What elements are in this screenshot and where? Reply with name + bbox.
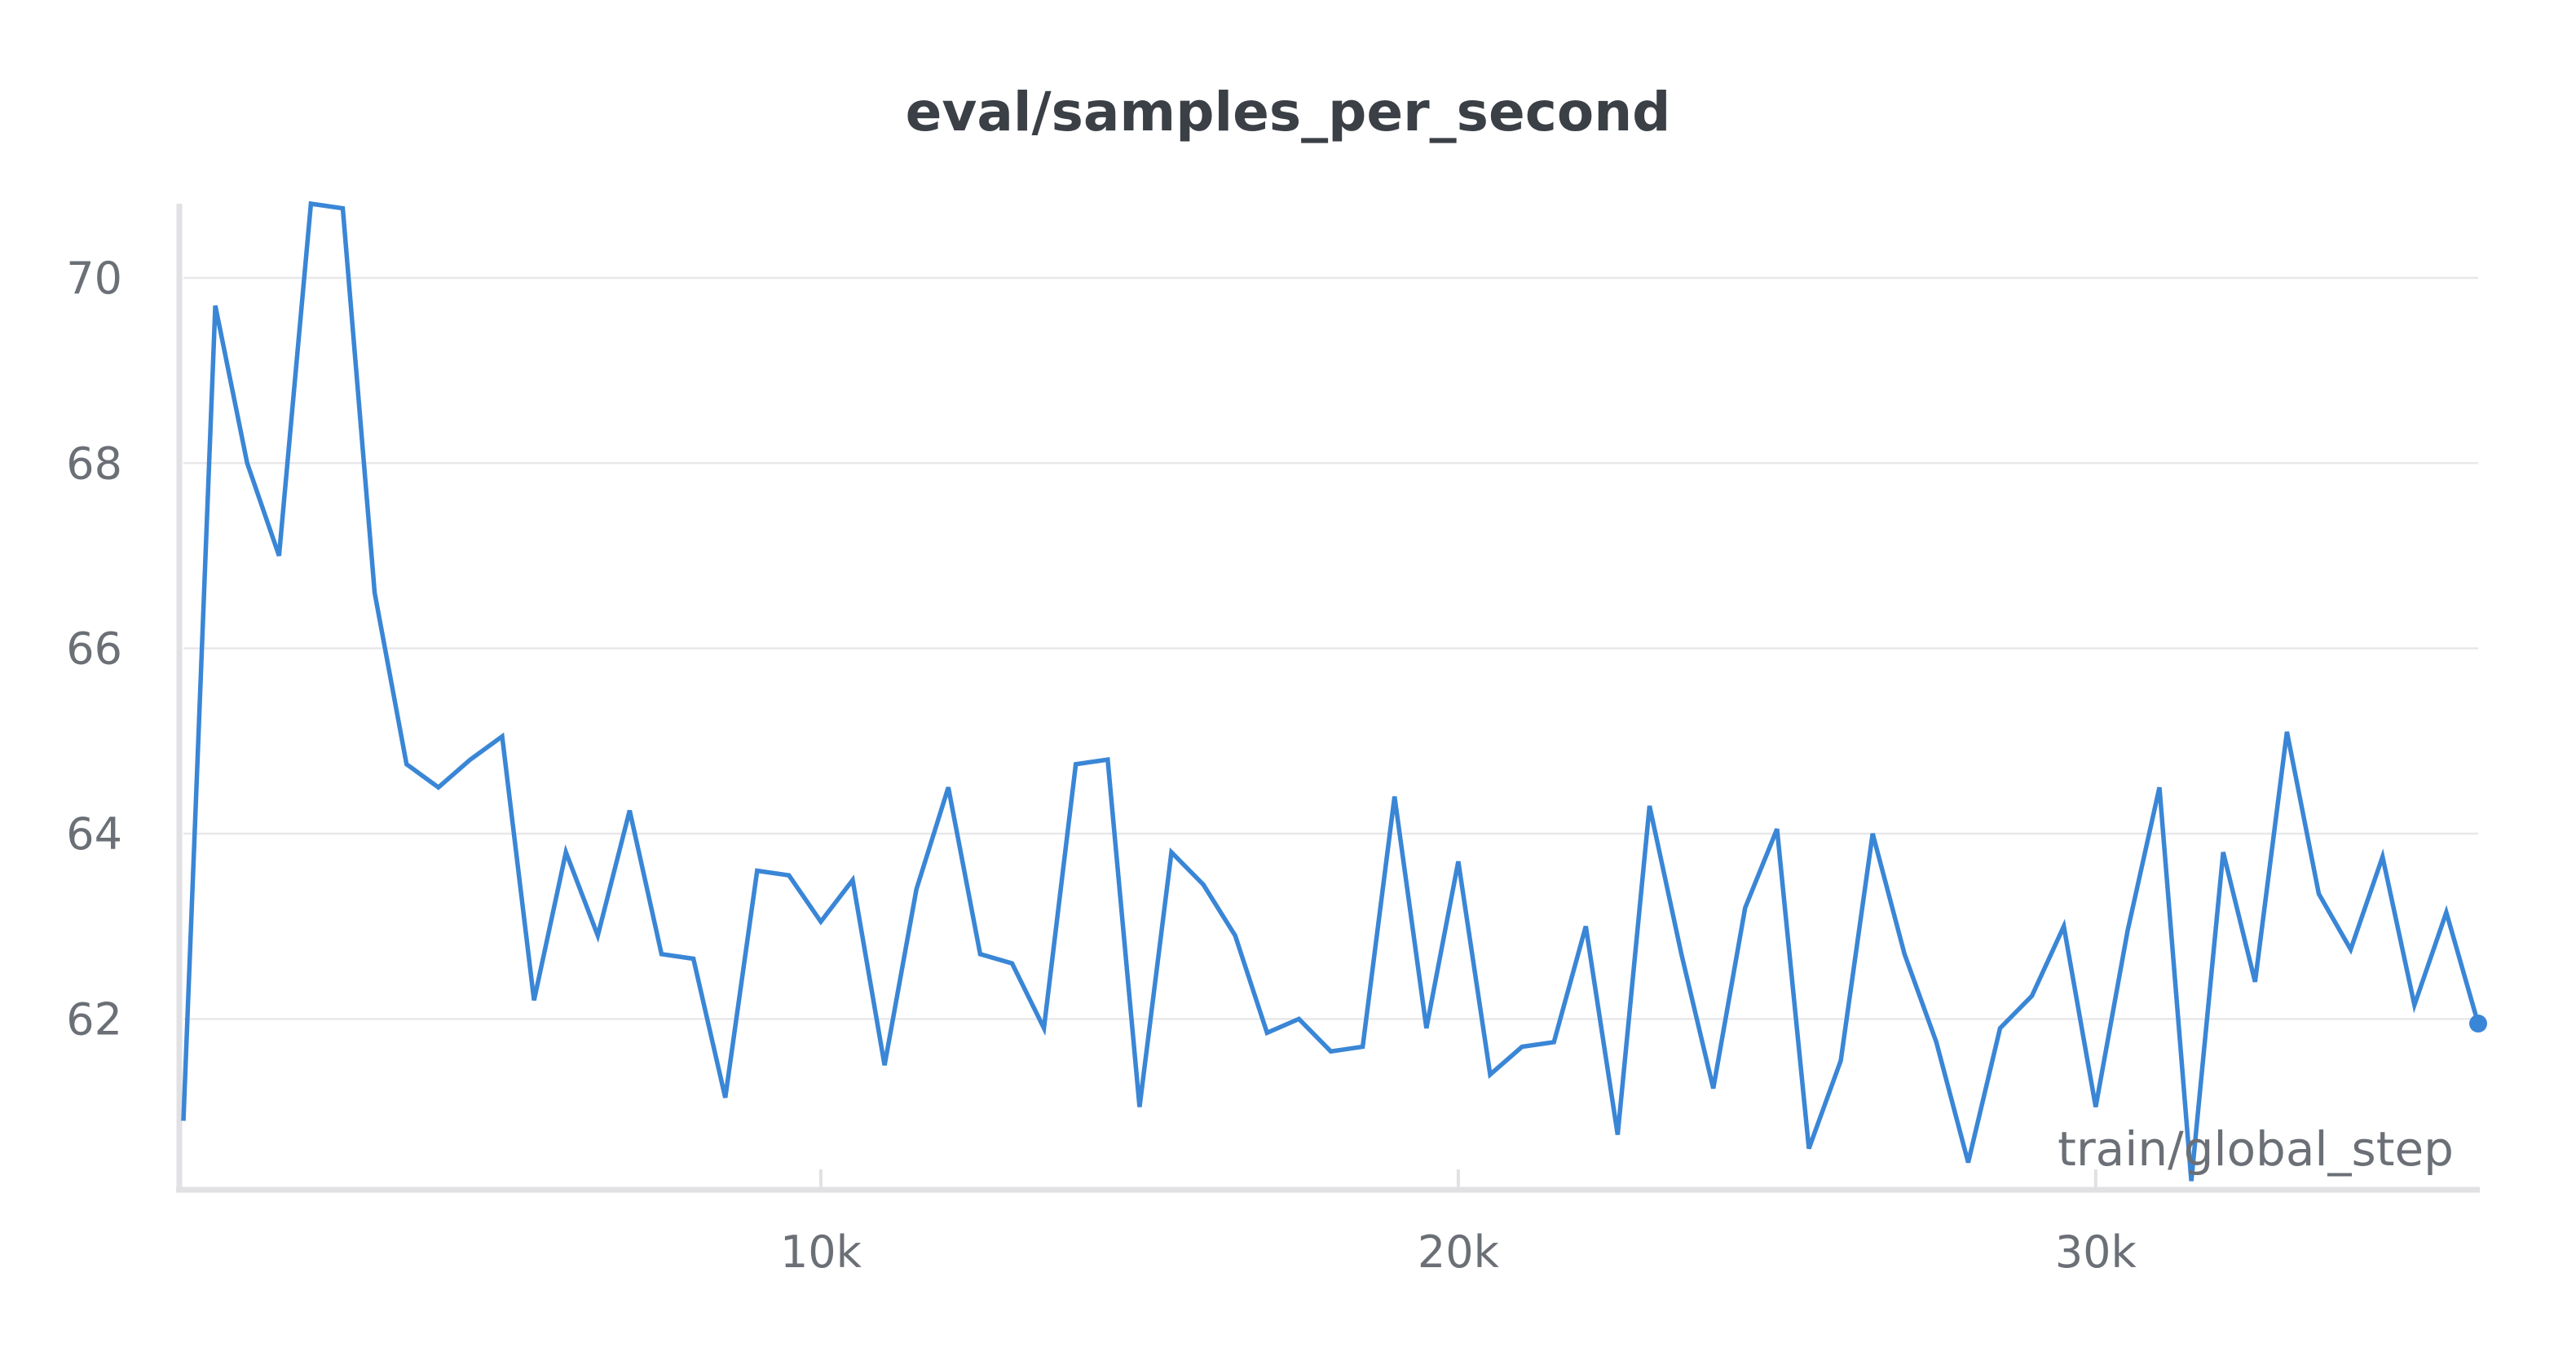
x-axis-label: train/global_step bbox=[2058, 1121, 2454, 1177]
x-tick-label: 10k bbox=[780, 1226, 862, 1278]
gridlines bbox=[183, 276, 2478, 1020]
y-tick-label: 62 bbox=[66, 993, 122, 1045]
x-ticks: 10k 20k 30k bbox=[780, 1169, 2137, 1278]
y-tick-label: 68 bbox=[66, 438, 122, 489]
x-tick-label: 30k bbox=[2055, 1226, 2137, 1278]
y-ticks: 62 64 66 68 70 bbox=[66, 253, 122, 1045]
series bbox=[181, 200, 2487, 1182]
series-line bbox=[181, 200, 2481, 1182]
y-tick-label: 66 bbox=[66, 623, 122, 675]
y-tick-label: 64 bbox=[66, 808, 122, 860]
axes bbox=[176, 204, 2480, 1193]
chart-title: eval/samples_per_second bbox=[906, 81, 1671, 143]
y-tick-label: 70 bbox=[66, 253, 122, 304]
last-point-marker bbox=[2469, 1015, 2487, 1033]
x-tick-label: 20k bbox=[1418, 1226, 1500, 1278]
